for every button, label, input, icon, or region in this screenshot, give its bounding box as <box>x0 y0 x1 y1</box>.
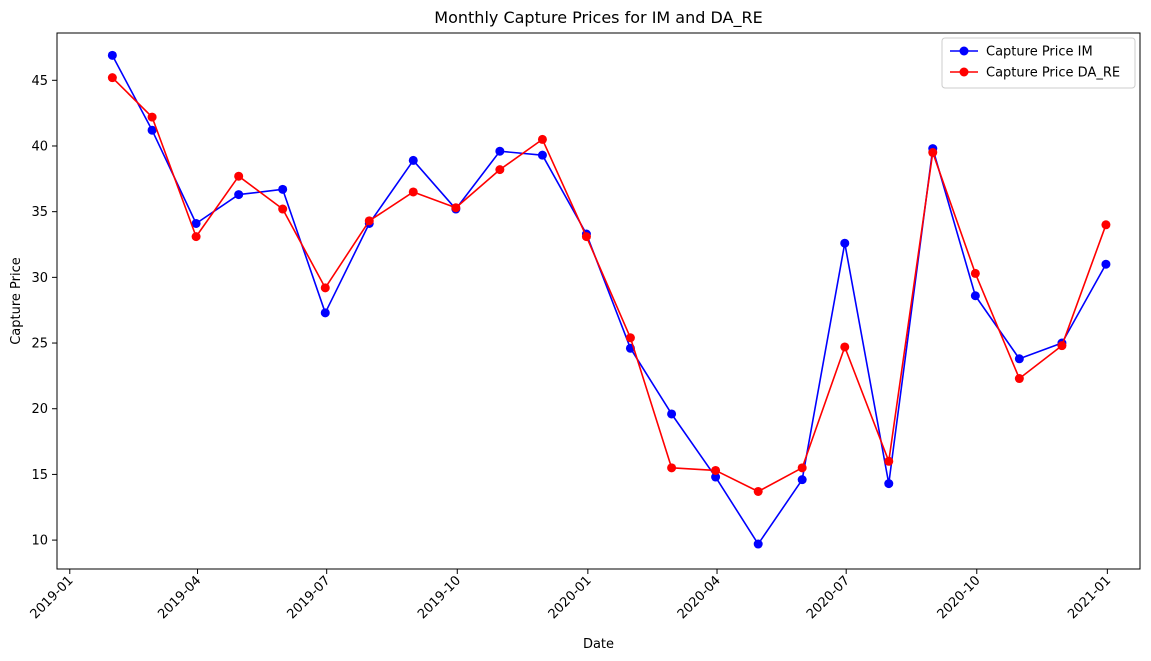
data-point <box>191 218 201 228</box>
data-point <box>970 268 980 278</box>
data-point <box>495 146 505 156</box>
data-point <box>278 184 288 194</box>
data-point <box>581 232 591 242</box>
data-point <box>408 155 418 165</box>
data-point <box>667 463 677 473</box>
data-point <box>884 479 894 489</box>
y-tick-label: 35 <box>31 205 48 220</box>
data-point <box>840 342 850 352</box>
x-tick-label: 2019-01 <box>28 573 77 622</box>
y-tick-label: 30 <box>31 271 48 286</box>
data-point <box>970 291 980 301</box>
x-axis: 2019-01 2019-04 2019-07 2019-10 2020-01 2020-… <box>28 569 1114 622</box>
x-tick-label: 2020-04 <box>675 573 724 622</box>
legend-box <box>941 37 1136 89</box>
x-tick-label: 2019-07 <box>284 573 333 622</box>
series-line <box>111 77 1107 493</box>
plot-area <box>56 32 1141 570</box>
chart-title: Monthly Capture Prices for IM and DA_RE <box>434 8 762 28</box>
data-point <box>797 463 807 473</box>
data-point <box>928 148 938 158</box>
data-point <box>537 134 547 144</box>
data-point <box>408 187 418 197</box>
data-point <box>753 486 763 496</box>
x-tick-label: 2019-10 <box>415 573 464 622</box>
data-point <box>107 50 117 60</box>
data-point <box>147 112 157 122</box>
data-point <box>1101 259 1111 269</box>
data-point <box>1101 220 1111 230</box>
y-tick-label: 10 <box>31 534 48 549</box>
data-point <box>495 165 505 175</box>
y-axis: 10 15 20 25 30 35 40 45 <box>31 74 57 549</box>
data-point <box>320 283 330 293</box>
legend: Capture Price IM Capture Price DA_RE <box>941 37 1136 89</box>
x-tick-label: 2020-10 <box>935 573 984 622</box>
data-point <box>107 73 117 83</box>
data-point <box>711 465 721 475</box>
legend-item: Capture Price IM <box>950 45 1093 60</box>
data-point <box>797 475 807 485</box>
x-tick-label: 2020-01 <box>546 573 595 622</box>
y-tick-label: 25 <box>31 337 48 352</box>
legend-label: Capture Price DA_RE <box>986 66 1120 81</box>
data-point <box>711 472 721 482</box>
data-point <box>1057 341 1067 351</box>
x-tick-label: 2019-04 <box>155 573 204 622</box>
data-point <box>1014 374 1024 384</box>
legend-marker <box>959 46 969 56</box>
y-tick-label: 20 <box>31 402 48 417</box>
data-point <box>364 216 374 226</box>
series-im <box>107 50 1111 549</box>
data-point <box>667 409 677 419</box>
series-da-re <box>107 73 1111 496</box>
data-point <box>234 190 244 200</box>
series-layer <box>107 50 1111 549</box>
data-point <box>147 125 157 135</box>
data-point <box>191 232 201 242</box>
data-point <box>451 203 461 213</box>
series-line <box>111 54 1107 545</box>
data-point <box>1014 354 1024 364</box>
data-point <box>320 308 330 318</box>
data-point <box>884 456 894 466</box>
legend-item: Capture Price DA_RE <box>950 66 1120 81</box>
data-point <box>278 204 288 214</box>
y-tick-label: 40 <box>31 139 48 154</box>
data-point <box>234 171 244 181</box>
data-point <box>625 333 635 343</box>
y-axis-label: Capture Price <box>9 257 24 345</box>
data-point <box>840 238 850 248</box>
x-axis-label: Date <box>583 637 614 652</box>
x-tick-label: 2020-07 <box>804 573 853 622</box>
data-point <box>753 539 763 549</box>
data-point <box>537 150 547 160</box>
legend-label: Capture Price IM <box>986 45 1093 60</box>
y-tick-label: 45 <box>31 74 48 89</box>
x-tick-label: 2021-01 <box>1065 573 1114 622</box>
y-tick-label: 15 <box>31 468 48 483</box>
legend-marker <box>959 67 969 77</box>
